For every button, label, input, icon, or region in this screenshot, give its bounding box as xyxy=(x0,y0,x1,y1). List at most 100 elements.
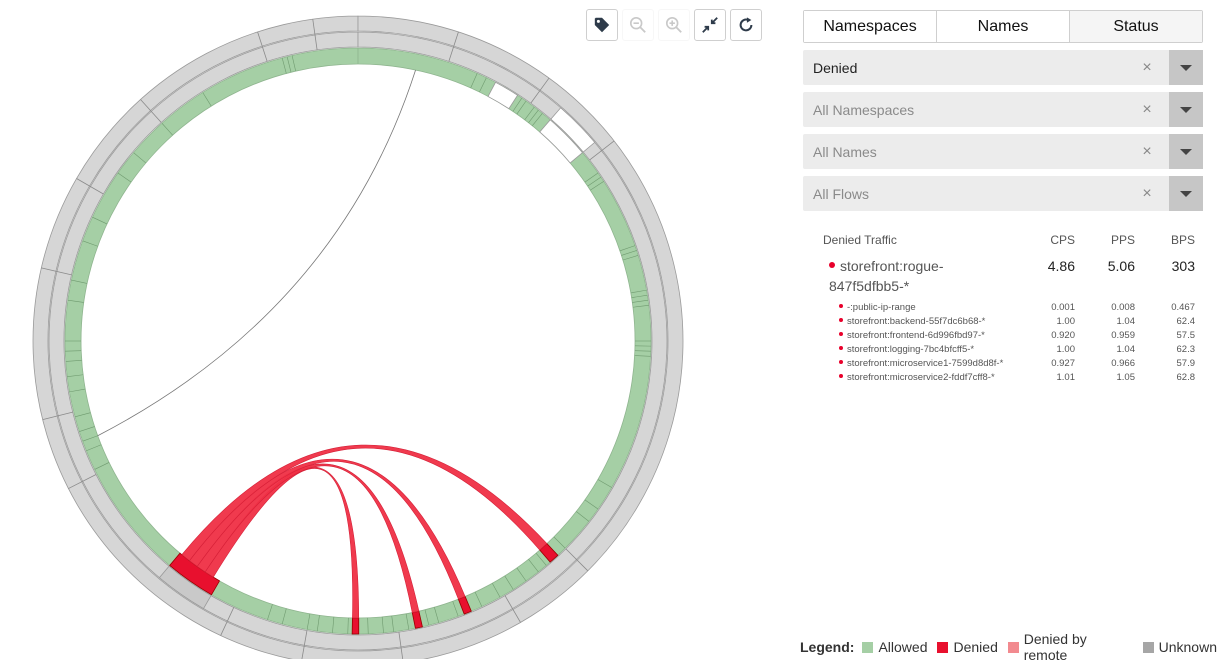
stats-sub-row[interactable]: storefront:microservice1-7599d8d8f-* 0.92… xyxy=(823,356,1195,370)
sub-row-cps: 0.001 xyxy=(1015,302,1075,313)
zoom-in-button[interactable] xyxy=(658,9,690,41)
zoom-out-button[interactable] xyxy=(622,9,654,41)
tab-names[interactable]: Names xyxy=(937,11,1070,42)
sub-row-bps: 62.8 xyxy=(1135,372,1195,383)
group-by-tabs: Namespaces Names Status xyxy=(803,10,1203,43)
denied-dot-icon xyxy=(839,360,843,364)
main-row-cps: 4.86 xyxy=(1015,256,1075,296)
denied-dot-icon xyxy=(839,318,843,322)
stats-main-row[interactable]: storefront:rogue-847f5dfbb5-* 4.86 5.06 … xyxy=(823,256,1195,296)
sub-row-name: storefront:microservice1-7599d8d8f-* xyxy=(847,358,1003,369)
stats-header: Denied Traffic CPS PPS BPS xyxy=(823,230,1195,250)
legend-label: Allowed xyxy=(878,639,927,655)
legend-swatch xyxy=(1008,642,1019,653)
flows-select[interactable]: All Flows × xyxy=(803,176,1203,211)
col-bps-header: BPS xyxy=(1135,233,1195,247)
sub-row-name: storefront:frontend-6d996fbd97-* xyxy=(847,330,985,341)
legend-item: Denied xyxy=(933,639,997,655)
legend-swatch xyxy=(1143,642,1154,653)
legend-title: Legend: xyxy=(800,639,854,655)
sub-row-pps: 0.966 xyxy=(1075,358,1135,369)
zoom-in-icon xyxy=(665,16,683,34)
traffic-stats: Denied Traffic CPS PPS BPS storefront:ro… xyxy=(823,230,1195,384)
sub-row-bps: 57.9 xyxy=(1135,358,1195,369)
col-cps-header: CPS xyxy=(1015,233,1075,247)
chevron-down-icon xyxy=(1180,191,1192,197)
namespaces-clear-icon[interactable]: × xyxy=(1137,101,1157,119)
status-select[interactable]: Denied × xyxy=(803,50,1203,85)
sub-row-pps: 1.04 xyxy=(1075,316,1135,327)
denied-dot-icon xyxy=(839,374,843,378)
sub-row-cps: 1.01 xyxy=(1015,372,1075,383)
flows-dropdown-toggle[interactable] xyxy=(1169,176,1203,211)
status-dropdown-toggle[interactable] xyxy=(1169,50,1203,85)
legend: Legend: Allowed Denied Denied by remote Unk… xyxy=(800,631,1223,663)
sub-row-pps: 1.04 xyxy=(1075,344,1135,355)
filter-panel: Namespaces Names Status Denied × All Nam… xyxy=(803,10,1203,211)
legend-label: Unknown xyxy=(1159,639,1217,655)
chord-diagram-svg[interactable] xyxy=(0,0,790,659)
main-row-pps: 5.06 xyxy=(1075,256,1135,296)
namespaces-select[interactable]: All Namespaces × xyxy=(803,92,1203,127)
tab-status[interactable]: Status xyxy=(1070,11,1202,42)
zoom-out-icon xyxy=(629,16,647,34)
legend-label: Denied xyxy=(953,639,997,655)
chevron-down-icon xyxy=(1180,65,1192,71)
names-clear-icon[interactable]: × xyxy=(1137,143,1157,161)
denied-dot-icon xyxy=(839,332,843,336)
sub-row-pps: 1.05 xyxy=(1075,372,1135,383)
main-row-bps: 303 xyxy=(1135,256,1195,296)
diagram-toolbar xyxy=(586,9,762,41)
sub-row-bps: 62.4 xyxy=(1135,316,1195,327)
namespaces-dropdown-toggle[interactable] xyxy=(1169,92,1203,127)
names-select[interactable]: All Names × xyxy=(803,134,1203,169)
collapse-button[interactable] xyxy=(694,9,726,41)
denied-dot-icon xyxy=(829,262,835,268)
sub-row-name: -:public-ip-range xyxy=(847,302,916,313)
main-row-name: storefront:rogue-847f5dfbb5-* xyxy=(829,258,944,294)
col-pps-header: PPS xyxy=(1075,233,1135,247)
sub-row-name: storefront:backend-55f7dc6b68-* xyxy=(847,316,985,327)
denied-chord xyxy=(182,445,547,561)
collapse-icon xyxy=(701,16,719,34)
sub-row-pps: 0.959 xyxy=(1075,330,1135,341)
tag-icon xyxy=(593,16,611,34)
status-clear-icon[interactable]: × xyxy=(1137,59,1157,77)
sub-row-bps: 62.3 xyxy=(1135,344,1195,355)
refresh-button[interactable] xyxy=(730,9,762,41)
sub-row-bps: 0.467 xyxy=(1135,302,1195,313)
legend-item: Denied by remote xyxy=(1004,631,1133,663)
sub-row-name: storefront:microservice2-fddf7cff8-* xyxy=(847,372,995,383)
legend-swatch xyxy=(937,642,948,653)
flows-select-placeholder: All Flows xyxy=(803,186,1137,202)
legend-item: Unknown xyxy=(1139,639,1217,655)
sub-row-name: storefront:logging-7bc4bfcff5-* xyxy=(847,344,974,355)
stats-title: Denied Traffic xyxy=(823,233,1015,247)
namespaces-select-placeholder: All Namespaces xyxy=(803,102,1137,118)
chord-diagram[interactable] xyxy=(0,0,790,659)
tab-namespaces[interactable]: Namespaces xyxy=(804,11,937,42)
status-select-value: Denied xyxy=(803,60,1137,76)
sub-row-cps: 1.00 xyxy=(1015,344,1075,355)
sub-row-cps: 0.927 xyxy=(1015,358,1075,369)
legend-item: Allowed xyxy=(858,639,927,655)
denied-dot-icon xyxy=(839,304,843,308)
flows-clear-icon[interactable]: × xyxy=(1137,185,1157,203)
names-select-placeholder: All Names xyxy=(803,144,1137,160)
sub-row-cps: 1.00 xyxy=(1015,316,1075,327)
chevron-down-icon xyxy=(1180,107,1192,113)
names-dropdown-toggle[interactable] xyxy=(1169,134,1203,169)
denied-dot-icon xyxy=(839,346,843,350)
sub-row-cps: 0.920 xyxy=(1015,330,1075,341)
sub-row-bps: 57.5 xyxy=(1135,330,1195,341)
namespace-ring xyxy=(33,16,683,659)
refresh-icon xyxy=(737,16,755,34)
stats-sub-row[interactable]: storefront:microservice2-fddf7cff8-* 1.01… xyxy=(823,370,1195,384)
legend-swatch xyxy=(862,642,873,653)
tag-button[interactable] xyxy=(586,9,618,41)
